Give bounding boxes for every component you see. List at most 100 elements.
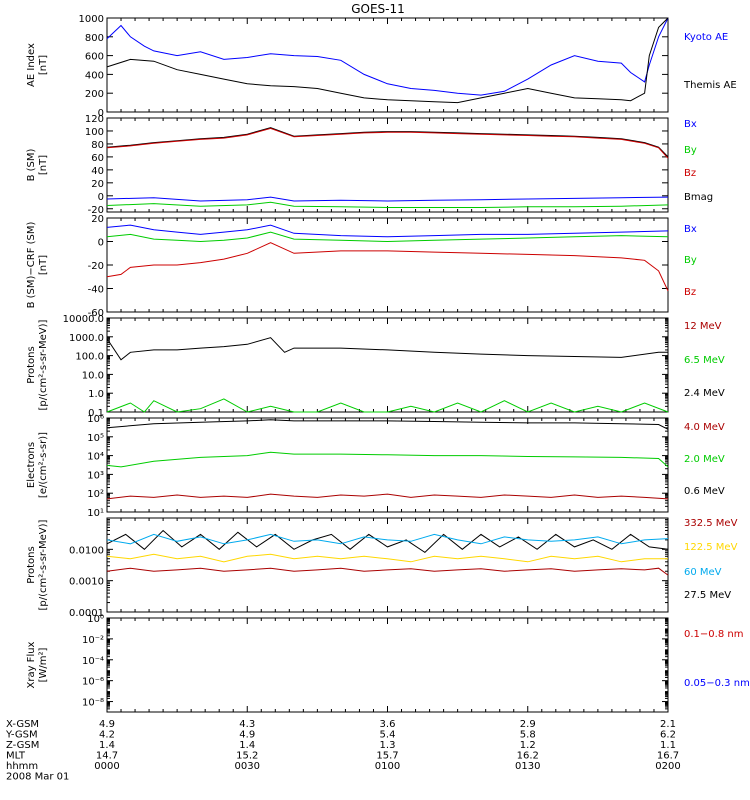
ephem-value: 4.2 bbox=[99, 730, 115, 741]
y-tick-label: 10⁻² bbox=[82, 635, 104, 646]
y-tick-label: 10² bbox=[87, 489, 104, 500]
series-line bbox=[106, 451, 669, 468]
ephem-value: 3.6 bbox=[380, 719, 396, 730]
ephem-value: 0000 bbox=[94, 761, 119, 772]
y-tick-label: 10⁻⁴ bbox=[82, 656, 104, 667]
ephem-value: 0030 bbox=[235, 761, 260, 772]
series-line bbox=[106, 493, 669, 500]
legend-entry: 2.4 MeV bbox=[684, 388, 725, 399]
y-tick-label: 10000.0 bbox=[63, 314, 104, 325]
legend-entry: Themis AE bbox=[683, 80, 737, 91]
y-tick-label: 0.0100 bbox=[69, 545, 104, 556]
date-label: 2008 Mar 01 bbox=[6, 772, 69, 783]
legend-entry: 0.6 MeV bbox=[684, 486, 725, 497]
ephem-value: 16.2 bbox=[517, 751, 539, 762]
figure-title: GOES-11 bbox=[351, 2, 405, 16]
y-tick-label: 400 bbox=[85, 70, 104, 81]
y-tick-label: 10⁵ bbox=[87, 433, 104, 444]
y-tick-label: -20 bbox=[88, 261, 104, 272]
legend-entry: 6.5 MeV bbox=[684, 355, 725, 366]
y-tick-label: 1000.0 bbox=[69, 333, 104, 344]
y-axis-label: [p/(cm²-s-sr-MeV)] bbox=[38, 519, 49, 610]
series-line bbox=[106, 553, 668, 563]
legend-entry: By bbox=[684, 255, 697, 266]
panel-6: 0.0001 0.0010 0.0100 Protons [p/(cm²-s-sr-Me… bbox=[26, 517, 738, 619]
series-line bbox=[106, 17, 669, 104]
y-axis-label: AE Index bbox=[26, 43, 37, 87]
y-axis-label: [W/m²] bbox=[38, 647, 49, 682]
series-line bbox=[106, 398, 669, 413]
ephem-value: 0200 bbox=[655, 761, 680, 772]
y-axis-label: [p/(cm²-s-sr-MeV)] bbox=[38, 319, 49, 410]
ephem-value: 1.4 bbox=[239, 740, 255, 751]
ephem-value: 14.7 bbox=[96, 751, 118, 762]
ephem-value: 5.8 bbox=[520, 730, 536, 741]
legend-entry: Bz bbox=[684, 287, 696, 298]
y-tick-label: 0 bbox=[98, 192, 104, 203]
legend-entry: 0.1−0.8 nm bbox=[684, 629, 743, 640]
y-axis-label: [nT] bbox=[38, 255, 49, 275]
panel-frame bbox=[106, 417, 669, 513]
y-tick-label: 120 bbox=[85, 114, 104, 125]
series-line bbox=[106, 201, 669, 208]
ephem-row-label: Z-GSM bbox=[6, 740, 39, 751]
series-line bbox=[106, 231, 669, 243]
y-tick-label: 10⁴ bbox=[87, 452, 104, 463]
y-tick-label: 10⁻⁸ bbox=[82, 698, 104, 709]
legend-entry: 4.0 MeV bbox=[684, 422, 725, 433]
ephem-value: 5.4 bbox=[380, 730, 396, 741]
panel-7: 10⁻⁸ 10⁻⁶ 10⁻⁴ 10⁻² 10⁰ Xray Flux [W/m²] 0.1−0.… bbox=[26, 614, 750, 713]
ephem-value: 4.9 bbox=[239, 730, 255, 741]
y-axis-label: Protons bbox=[26, 546, 37, 583]
panel-frame bbox=[106, 317, 669, 413]
ephem-row-label: hhmm bbox=[6, 761, 38, 772]
series-line bbox=[106, 242, 669, 292]
panel-2: -20 0 20 40 60 80 100 120 B (SM) [nT] Bx By Bz Bmag bbox=[26, 114, 713, 216]
ephem-value: 2.9 bbox=[520, 719, 536, 730]
y-tick-label: 20 bbox=[91, 179, 104, 190]
y-tick-label: 40 bbox=[91, 166, 104, 177]
ephem-value: 15.7 bbox=[376, 751, 398, 762]
legend-entry: 332.5 MeV bbox=[684, 518, 738, 529]
ephem-value: 15.2 bbox=[236, 751, 258, 762]
legend-entry: 27.5 MeV bbox=[684, 590, 731, 601]
series-line bbox=[106, 533, 669, 545]
ephem-value: 1.4 bbox=[99, 740, 115, 751]
y-tick-label: 10⁰ bbox=[87, 614, 104, 625]
series-line bbox=[106, 224, 669, 238]
legend-entry: Bz bbox=[684, 168, 696, 179]
ephem-value: 16.7 bbox=[657, 751, 679, 762]
y-tick-label: 1.0 bbox=[88, 389, 104, 400]
ephem-row-label: MLT bbox=[6, 751, 26, 762]
panel-4: 0.1 1.0 10.0 100.0 1000.0 10000.0 Protons [p/(c… bbox=[26, 314, 725, 419]
y-tick-label: 10⁶ bbox=[87, 414, 104, 425]
series-line bbox=[106, 567, 669, 576]
series-line bbox=[106, 196, 669, 202]
ephem-value: 0100 bbox=[375, 761, 400, 772]
series-line bbox=[106, 17, 669, 96]
y-axis-label: B (SM)−CRF (SM) bbox=[26, 221, 37, 308]
y-tick-label: 600 bbox=[85, 52, 104, 63]
y-axis-label: [e/(cm²-s-sr)] bbox=[38, 432, 49, 498]
ephem-row-label: X-GSM bbox=[6, 719, 39, 730]
y-tick-label: 100.0 bbox=[75, 352, 104, 363]
y-tick-label: 80 bbox=[91, 140, 104, 151]
y-tick-label: 200 bbox=[85, 89, 104, 100]
ephem-value: 6.2 bbox=[660, 730, 676, 741]
legend-entry: 60 MeV bbox=[684, 567, 722, 578]
ephem-value: 4.9 bbox=[99, 719, 115, 730]
ephem-value: 1.2 bbox=[520, 740, 536, 751]
y-tick-label: 20 bbox=[91, 214, 104, 225]
legend-entry: Kyoto AE bbox=[684, 32, 728, 43]
y-tick-label: 10¹ bbox=[87, 508, 104, 519]
y-axis-label: Electrons bbox=[26, 442, 37, 488]
ephem-value: 1.1 bbox=[660, 740, 676, 751]
ephem-value: 1.3 bbox=[380, 740, 396, 751]
legend-entry: 12 MeV bbox=[684, 321, 722, 332]
series-line bbox=[106, 127, 669, 158]
panel-5: 10¹ 10² 10³ 10⁴ 10⁵ 10⁶ Electrons [e/(cm²-s-sr)… bbox=[26, 414, 725, 519]
series-line bbox=[106, 127, 669, 159]
series-line bbox=[106, 337, 668, 361]
ephem-value: 4.3 bbox=[239, 719, 255, 730]
